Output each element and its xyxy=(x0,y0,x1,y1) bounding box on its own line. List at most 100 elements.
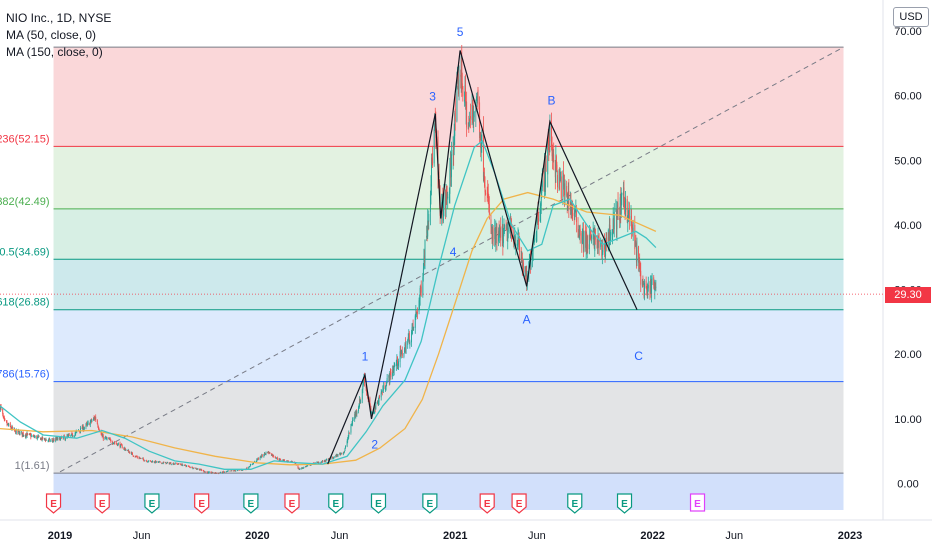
candle-body xyxy=(627,223,628,224)
wave-label: 2 xyxy=(371,437,378,451)
earnings-event-label: E xyxy=(198,499,205,510)
candle-body xyxy=(493,229,494,242)
price-tick-label: 60.00 xyxy=(894,91,922,103)
candle-body xyxy=(322,461,323,462)
candle-body xyxy=(73,436,74,437)
candle-body xyxy=(508,228,509,232)
candle-body xyxy=(91,421,92,422)
candle-body xyxy=(610,232,611,241)
candle-body xyxy=(350,426,351,433)
candle-body xyxy=(163,462,164,463)
candle-body xyxy=(122,445,123,448)
candle-body xyxy=(584,231,585,251)
fib-level-label: 0.786(15.76) xyxy=(0,369,50,381)
earnings-event-marker[interactable]: E xyxy=(691,494,705,511)
candle-body xyxy=(213,472,214,473)
candle-body xyxy=(23,435,24,436)
candle-body xyxy=(353,419,354,420)
candle-body xyxy=(273,455,274,457)
legend-symbol-title[interactable]: NIO Inc., 1D, NYSE xyxy=(6,10,111,27)
candle-body xyxy=(137,457,138,458)
candle-body xyxy=(602,244,603,252)
price-tick-label: 50.00 xyxy=(894,155,922,167)
candle-body xyxy=(42,437,43,439)
fib-level-label: 0.382(42.49) xyxy=(0,196,50,208)
candle-body xyxy=(390,372,391,377)
candle-body xyxy=(250,464,251,465)
candle-body xyxy=(428,214,429,222)
candle-body xyxy=(4,419,5,420)
candle-body xyxy=(235,471,236,472)
candle-body xyxy=(107,438,108,439)
candle-body xyxy=(46,440,47,441)
candle-body xyxy=(114,443,115,444)
price-axis-bg xyxy=(883,0,932,550)
candle-body xyxy=(455,109,456,122)
candle-body xyxy=(220,472,221,473)
time-tick-label: Jun xyxy=(528,530,546,542)
earnings-event-label: E xyxy=(149,499,156,510)
candle-body xyxy=(542,181,543,188)
candle-body xyxy=(356,412,357,414)
candle-body xyxy=(456,86,457,121)
fib-band xyxy=(54,47,844,146)
candle-body xyxy=(190,467,191,468)
candle-body xyxy=(258,458,259,459)
candle-body xyxy=(205,472,206,473)
candle-body xyxy=(20,432,21,435)
candle-body xyxy=(65,438,66,439)
candle-body xyxy=(186,466,187,467)
candle-body xyxy=(197,469,198,470)
time-tick-label: Jun xyxy=(133,530,151,542)
price-tick-label: 70.00 xyxy=(894,26,922,38)
fib-band-bottom xyxy=(54,473,844,510)
legend-ma-50[interactable]: MA (50, close, 0) xyxy=(6,27,111,44)
candle-body xyxy=(466,102,467,127)
wave-label: 5 xyxy=(457,25,464,39)
fib-level-label: 0.236(52.15) xyxy=(0,133,50,145)
earnings-event-label: E xyxy=(484,499,491,510)
candle-body xyxy=(132,453,133,455)
candle-body xyxy=(260,458,261,460)
candle-body xyxy=(152,461,153,462)
candle-body xyxy=(417,312,418,314)
candle-body xyxy=(337,454,338,456)
candle-body xyxy=(194,467,195,468)
candle-body xyxy=(170,463,171,464)
legend-ma-150[interactable]: MA (150, close, 0) xyxy=(6,44,111,61)
earnings-event-label: E xyxy=(248,499,255,510)
candle-body xyxy=(57,438,58,440)
candle-body xyxy=(375,402,376,409)
candle-body xyxy=(141,458,142,459)
candle-body xyxy=(403,353,404,357)
earnings-event-label: E xyxy=(50,499,57,510)
candle-body xyxy=(269,452,270,454)
candle-body xyxy=(421,287,422,293)
candle-body xyxy=(351,425,352,426)
candle-body xyxy=(88,423,89,424)
candle-body xyxy=(575,212,576,213)
time-tick-label: 2023 xyxy=(838,530,862,542)
candle-body xyxy=(179,464,180,465)
time-tick-label: 2019 xyxy=(48,530,72,542)
candle-body xyxy=(154,461,155,462)
candle-body xyxy=(470,116,471,119)
fib-band xyxy=(54,310,844,382)
currency-label[interactable]: USD xyxy=(893,7,929,27)
candle-body xyxy=(402,351,403,355)
candle-body xyxy=(31,436,32,437)
candle-body xyxy=(387,378,388,383)
candle-body xyxy=(640,271,641,285)
wave-label: A xyxy=(523,313,531,327)
time-tick-label: Jun xyxy=(331,530,349,542)
candle-body xyxy=(383,385,384,390)
candle-body xyxy=(500,226,501,240)
candle-body xyxy=(84,427,85,429)
candle-body xyxy=(404,348,405,353)
candle-body xyxy=(580,229,581,235)
candle-body xyxy=(413,327,414,328)
fib-retracement: 0.236(52.15)0.382(42.49)0.5(34.69)0.618(… xyxy=(0,47,844,510)
